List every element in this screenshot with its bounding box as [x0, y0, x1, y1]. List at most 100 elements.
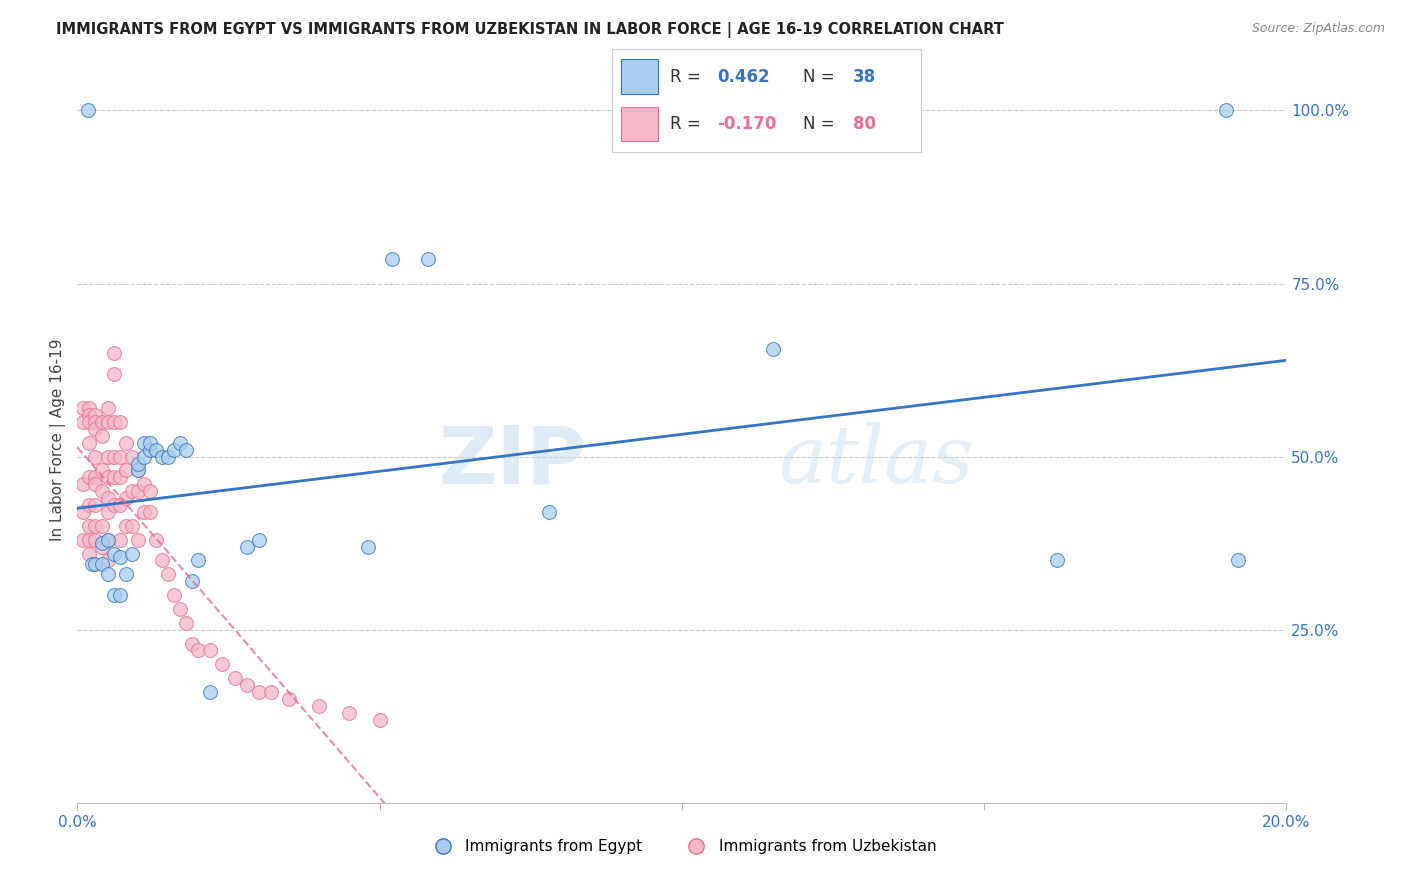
Point	[187, 553, 209, 567]
Text: Source: ZipAtlas.com: Source: ZipAtlas.com	[1251, 22, 1385, 36]
Point	[200, 685, 222, 699]
Point	[150, 450, 173, 464]
Point	[96, 567, 118, 582]
Point	[127, 484, 149, 499]
Point	[381, 252, 404, 267]
Text: R =: R =	[671, 68, 702, 86]
Point	[103, 367, 125, 381]
Point	[537, 505, 560, 519]
Point	[103, 498, 125, 512]
Point	[114, 567, 136, 582]
Y-axis label: In Labor Force | Age 16-19: In Labor Force | Age 16-19	[51, 338, 66, 541]
Point	[79, 498, 101, 512]
Point	[224, 671, 246, 685]
Text: N =: N =	[803, 115, 835, 133]
Point	[114, 491, 136, 505]
Point	[114, 519, 136, 533]
Point	[90, 463, 112, 477]
Point	[84, 498, 107, 512]
Point	[127, 457, 149, 471]
Point	[121, 519, 143, 533]
Point	[157, 450, 180, 464]
Point	[157, 567, 180, 582]
Point	[96, 401, 118, 416]
Point	[108, 549, 131, 564]
Point	[108, 498, 131, 512]
Point	[132, 477, 155, 491]
Point	[84, 519, 107, 533]
Point	[247, 533, 270, 547]
Text: 38: 38	[853, 68, 876, 86]
Point	[103, 415, 125, 429]
Point	[96, 450, 118, 464]
Point	[79, 415, 101, 429]
Point	[96, 553, 118, 567]
Text: R =: R =	[671, 115, 702, 133]
Point	[103, 450, 125, 464]
Point	[235, 540, 257, 554]
Point	[139, 435, 162, 450]
Point	[108, 588, 131, 602]
Point	[114, 463, 136, 477]
Point	[96, 470, 118, 484]
Text: IMMIGRANTS FROM EGYPT VS IMMIGRANTS FROM UZBEKISTAN IN LABOR FORCE | AGE 16-19 C: IMMIGRANTS FROM EGYPT VS IMMIGRANTS FROM…	[56, 22, 1004, 38]
Point	[762, 343, 785, 357]
Point	[150, 553, 173, 567]
Point	[145, 442, 167, 457]
Point	[163, 442, 186, 457]
Point	[79, 519, 101, 533]
Point	[187, 643, 209, 657]
Point	[90, 519, 112, 533]
Point	[103, 470, 125, 484]
Point	[132, 505, 155, 519]
Point	[132, 450, 155, 464]
Point	[72, 401, 94, 416]
Point	[108, 470, 131, 484]
Bar	[621, 59, 658, 95]
Point	[308, 698, 330, 713]
Point	[368, 713, 391, 727]
Point	[145, 533, 167, 547]
Point	[1227, 553, 1250, 567]
Point	[84, 557, 107, 571]
Point	[96, 533, 118, 547]
Point	[235, 678, 257, 692]
Point	[200, 643, 222, 657]
Point	[84, 477, 107, 491]
Point	[132, 435, 155, 450]
Point	[84, 415, 107, 429]
Point	[79, 408, 101, 422]
Point	[278, 692, 301, 706]
Point	[163, 588, 186, 602]
Point	[114, 435, 136, 450]
Point	[247, 685, 270, 699]
Point	[356, 540, 378, 554]
Point	[79, 470, 101, 484]
Point	[79, 533, 101, 547]
Point	[72, 477, 94, 491]
Point	[121, 547, 143, 561]
Point	[121, 450, 143, 464]
Point	[1215, 103, 1237, 118]
Point	[121, 484, 143, 499]
Point	[96, 415, 118, 429]
Point	[84, 422, 107, 436]
Text: 80: 80	[853, 115, 876, 133]
Point	[84, 470, 107, 484]
Point	[127, 463, 149, 477]
Point	[103, 588, 125, 602]
Point	[96, 533, 118, 547]
Point	[211, 657, 233, 672]
Point	[90, 536, 112, 550]
Text: -0.170: -0.170	[717, 115, 776, 133]
Point	[96, 491, 118, 505]
Point	[90, 484, 112, 499]
Point	[181, 636, 204, 650]
Point	[108, 450, 131, 464]
Point	[72, 415, 94, 429]
Point	[82, 557, 104, 571]
Point	[169, 435, 191, 450]
Text: ZIP: ZIP	[437, 422, 585, 500]
Point	[72, 505, 94, 519]
Point	[127, 463, 149, 477]
